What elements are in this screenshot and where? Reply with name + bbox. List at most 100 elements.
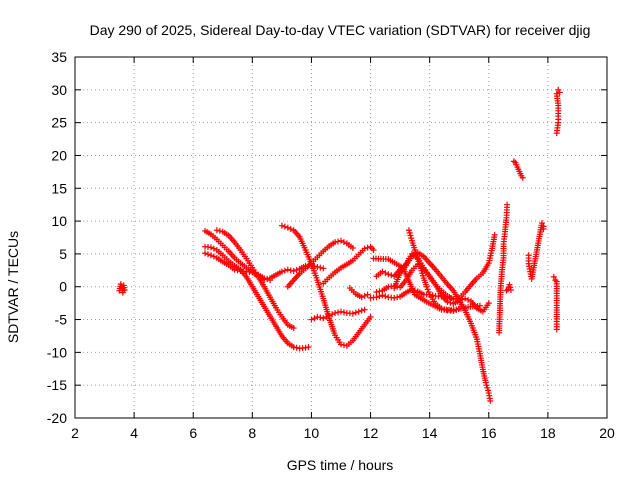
data-point [329,311,336,318]
grid [75,57,607,418]
data-point [332,309,339,316]
x-tick-label: 10 [304,425,320,441]
data-point [361,306,368,313]
data-point [320,315,327,322]
data-point [284,224,291,231]
y-tick-label: 10 [51,213,67,229]
data-point [264,276,271,283]
data-point [370,246,377,253]
data-point [284,266,291,273]
y-tick-label: -15 [47,377,67,393]
y-tick-label: -20 [47,410,67,426]
data-point [314,313,321,320]
y-tick-label: 15 [51,180,67,196]
data-point [376,288,383,295]
data-point [278,268,285,275]
y-tick-label: 5 [59,246,67,262]
data-point [267,277,274,284]
data-point [207,244,214,251]
data-point [491,231,498,238]
data-point [459,296,466,303]
plot-frame [74,56,608,419]
data-point [281,223,288,230]
data-point [290,344,297,351]
data-point [444,298,451,305]
data-point [367,313,374,320]
data-point [379,268,386,275]
data-point [207,252,214,259]
data-point [556,89,563,96]
x-tick-label: 12 [363,425,379,441]
data-point [382,293,389,300]
data-point [485,387,492,394]
data-point [407,232,414,239]
data-point [385,271,392,278]
data-point [326,312,333,319]
data-point [553,326,560,333]
data-point [349,310,356,317]
data-point [317,264,324,271]
data-point [314,264,321,271]
y-tick-label: 25 [51,115,67,131]
data-point [290,325,297,332]
data-point [364,291,371,298]
x-axis-label: GPS time / hours [287,457,394,473]
data-point [302,344,309,351]
data-point [504,201,511,208]
y-tick-label: 0 [59,279,67,295]
data-point [519,174,526,181]
data-point [340,239,347,246]
data-point [364,244,371,251]
x-tick-label: 16 [481,425,497,441]
data-point [355,308,362,315]
data-point [290,267,297,274]
data-point [210,245,217,252]
data-point [335,238,342,245]
data-point [405,227,412,234]
data-point [205,251,211,258]
data-point [465,296,472,303]
data-point [320,265,327,272]
data-point [358,294,365,301]
x-tick-label: 20 [599,425,615,441]
data-point [482,379,489,386]
data-point [408,235,415,242]
data-point [338,308,344,315]
data-point [456,297,463,304]
data-point [476,302,483,309]
data-point [202,250,209,257]
x-tick-label: 6 [189,425,197,441]
data-point [340,342,347,349]
x-tick-label: 8 [248,425,256,441]
data-point [507,287,514,294]
data-point [340,309,347,316]
data-point [121,287,128,294]
data-point [425,288,432,295]
data-point [550,273,557,280]
data-point [338,341,344,348]
data-point [323,313,330,320]
data-point [487,397,494,404]
data-point [507,284,514,291]
x-tick-label: 2 [71,425,79,441]
data-point [311,315,318,322]
data-point [553,90,560,97]
data-point [373,294,380,301]
data-point [484,384,491,391]
data-point [308,316,315,323]
data-point [332,239,339,246]
data-point [485,300,492,307]
y-tick-label: 35 [51,49,67,65]
data-point [305,344,312,351]
data-point [361,292,368,299]
data-point [358,307,365,314]
data-point [450,296,457,303]
data-point [373,288,380,295]
data-point [287,267,294,274]
data-point [213,227,220,234]
y-tick-label: -10 [47,344,67,360]
data-point [483,382,490,389]
data-point [388,272,395,279]
data-point [406,229,413,236]
x-tick-label: 14 [422,425,438,441]
